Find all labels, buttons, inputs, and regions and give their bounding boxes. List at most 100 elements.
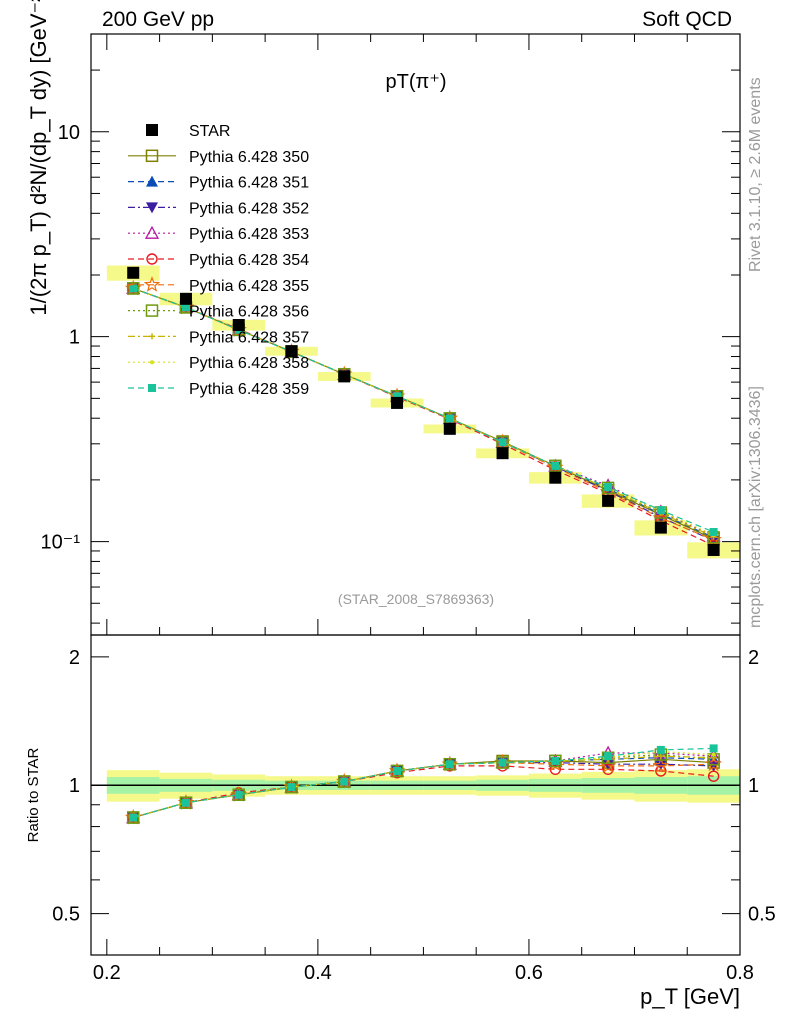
ratio-point-355 <box>652 757 670 773</box>
ratio-y-tick-label: 2 <box>69 647 80 669</box>
star-data-point <box>391 396 404 409</box>
series-point-359 <box>604 483 613 492</box>
series-line-352 <box>132 287 714 542</box>
ratio-point-359 <box>656 745 665 754</box>
ratio-point-359 <box>393 766 402 775</box>
ratio-point-359 <box>129 813 138 822</box>
ratio-point-359 <box>340 777 349 786</box>
star-data-point <box>232 319 245 332</box>
ratio-point-354 <box>707 770 720 782</box>
ratio-point-353 <box>706 748 721 762</box>
ratio-point-359 <box>181 798 190 807</box>
series-line-359 <box>132 287 714 533</box>
series-point-356 <box>549 459 562 473</box>
legend-marker <box>146 124 158 136</box>
legend-marker <box>149 333 155 340</box>
star-data-point <box>496 447 509 460</box>
ratio-point-357 <box>657 753 664 760</box>
legend-label: Pythia 6.428 352 <box>189 200 309 217</box>
legend-label: Pythia 6.428 356 <box>189 304 309 321</box>
ratio-point-359 <box>498 758 507 767</box>
ratio-point-356 <box>338 775 351 788</box>
legend-label: Pythia 6.428 350 <box>189 149 309 166</box>
ratio-point-356 <box>179 796 193 809</box>
legend-label: Pythia 6.428 357 <box>189 329 309 346</box>
series-point-359 <box>393 392 402 401</box>
main-y-tick-label: 10 <box>58 122 80 144</box>
ratio-plot-frame <box>90 634 741 956</box>
ratio-point-359 <box>551 756 560 765</box>
legend-label: Pythia 6.428 358 <box>189 355 309 372</box>
ratio-y-tick-label-right: 0.5 <box>748 904 776 926</box>
ratio-point-352 <box>707 760 720 772</box>
ratio-point-359 <box>604 752 613 761</box>
legend-label: STAR <box>189 123 230 140</box>
series-line-357 <box>132 287 714 538</box>
series-point-359 <box>129 284 138 293</box>
main-y-axis-label: 1/(2π p_T) d²N/(dp_T dy) [GeV⁻²] <box>26 0 51 316</box>
legend-label: Pythia 6.428 354 <box>189 252 309 269</box>
star-data-point <box>549 471 562 484</box>
ratio-y-tick-label: 1 <box>69 775 80 797</box>
star-data-point <box>338 370 351 383</box>
ratio-y-tick-label-right: 1 <box>748 775 759 797</box>
main-y-tick-label: 10⁻¹ <box>41 532 81 554</box>
legend-marker <box>144 225 160 239</box>
ratio-point-356 <box>126 811 140 824</box>
legend-marker <box>150 360 154 365</box>
legend-marker <box>146 202 158 214</box>
series-point-359 <box>551 461 560 470</box>
x-axis-label: p_T [GeV] <box>640 984 740 1009</box>
rivet-version-label: Rivet 3.1.10, ≥ 2.6M events <box>747 77 764 272</box>
star-data-point <box>602 494 615 507</box>
legend-label: Pythia 6.428 359 <box>189 381 309 398</box>
legend-label: Pythia 6.428 351 <box>189 175 309 192</box>
ratio-line-359 <box>133 747 714 819</box>
ratio-y-tick-label-right: 2 <box>748 647 759 669</box>
series-point-359 <box>656 506 665 515</box>
mcplots-reference-label: mcplots.cern.ch [arXiv:1306.3436] <box>747 386 764 628</box>
series-point-359 <box>445 414 454 423</box>
x-tick-label: 0.2 <box>93 962 121 984</box>
ratio-point-352 <box>654 759 667 771</box>
analysis-watermark: (STAR_2008_S7869363) <box>338 591 494 607</box>
header-left: 200 GeV pp <box>102 8 215 31</box>
star-data-point <box>443 422 456 435</box>
ratio-point-356 <box>443 757 457 771</box>
ratio-y-axis-label: Ratio to STAR <box>25 747 42 842</box>
ratio-point-359 <box>287 783 296 792</box>
x-tick-label: 0.6 <box>515 962 543 984</box>
legend-marker <box>148 384 156 392</box>
series-line-354 <box>132 287 714 547</box>
series-point-359 <box>709 528 718 537</box>
main-y-axis-label-text: 1/(2π p_T) d²N/(dp_T dy) [GeV⁻²] <box>26 0 51 316</box>
main-y-tick-label: 1 <box>69 327 80 349</box>
x-tick-label: 0.8 <box>726 962 754 984</box>
legend-label: Pythia 6.428 353 <box>189 226 309 243</box>
star-data-point <box>654 521 667 534</box>
ratio-point-359 <box>445 760 454 769</box>
x-tick-label: 0.4 <box>304 962 332 984</box>
legend-marker <box>145 304 159 317</box>
ratio-point-354 <box>602 763 614 775</box>
series-point-356 <box>601 481 615 495</box>
legend-marker <box>145 149 159 163</box>
series-point-356 <box>126 282 140 295</box>
ratio-point-359 <box>709 744 718 753</box>
ratio-point-359 <box>234 790 243 799</box>
legend-marker <box>146 253 158 265</box>
ratio-y-tick-label: 0.5 <box>52 904 80 926</box>
legend-label: Pythia 6.428 355 <box>189 278 309 295</box>
star-data-point <box>707 543 720 556</box>
legend-marker <box>143 276 161 292</box>
header-right: Soft QCD <box>642 8 732 31</box>
star-data-point <box>179 292 192 305</box>
ratio-point-358 <box>711 752 716 757</box>
plot-title: pT(π⁺) <box>385 71 446 93</box>
series-point-359 <box>181 303 190 312</box>
star-data-point <box>285 345 298 358</box>
legend-marker <box>146 175 158 187</box>
series-point-359 <box>498 438 507 447</box>
ratio-point-356 <box>232 788 245 801</box>
